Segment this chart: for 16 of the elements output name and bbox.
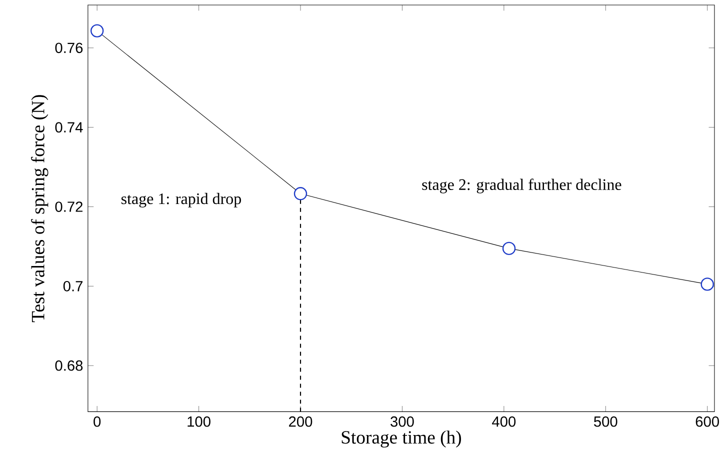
x-tick-label: 600 bbox=[696, 416, 719, 427]
y-tick-label: 0.68 bbox=[55, 360, 83, 371]
x-tick-label: 200 bbox=[289, 416, 312, 427]
x-tick-label: 500 bbox=[594, 416, 618, 427]
y-axis-title: Test values of spring force (N) bbox=[31, 95, 48, 322]
x-axis-title: Storage time (h) bbox=[342, 430, 461, 448]
y-tick-label: 0.72 bbox=[55, 202, 82, 212]
y-tick-label: 0.74 bbox=[55, 122, 83, 133]
annotation: stage 2: gradual further decline bbox=[422, 178, 622, 194]
x-tick-label: 400 bbox=[492, 416, 516, 427]
y-tick-label: 0.7 bbox=[63, 281, 82, 292]
annotation: stage 1: rapid drop bbox=[121, 193, 241, 208]
x-tick-label: 300 bbox=[390, 416, 414, 427]
x-tick-label: 100 bbox=[188, 416, 210, 427]
x-tick-label: 0 bbox=[94, 416, 101, 427]
y-tick-label: 0.76 bbox=[55, 42, 83, 54]
